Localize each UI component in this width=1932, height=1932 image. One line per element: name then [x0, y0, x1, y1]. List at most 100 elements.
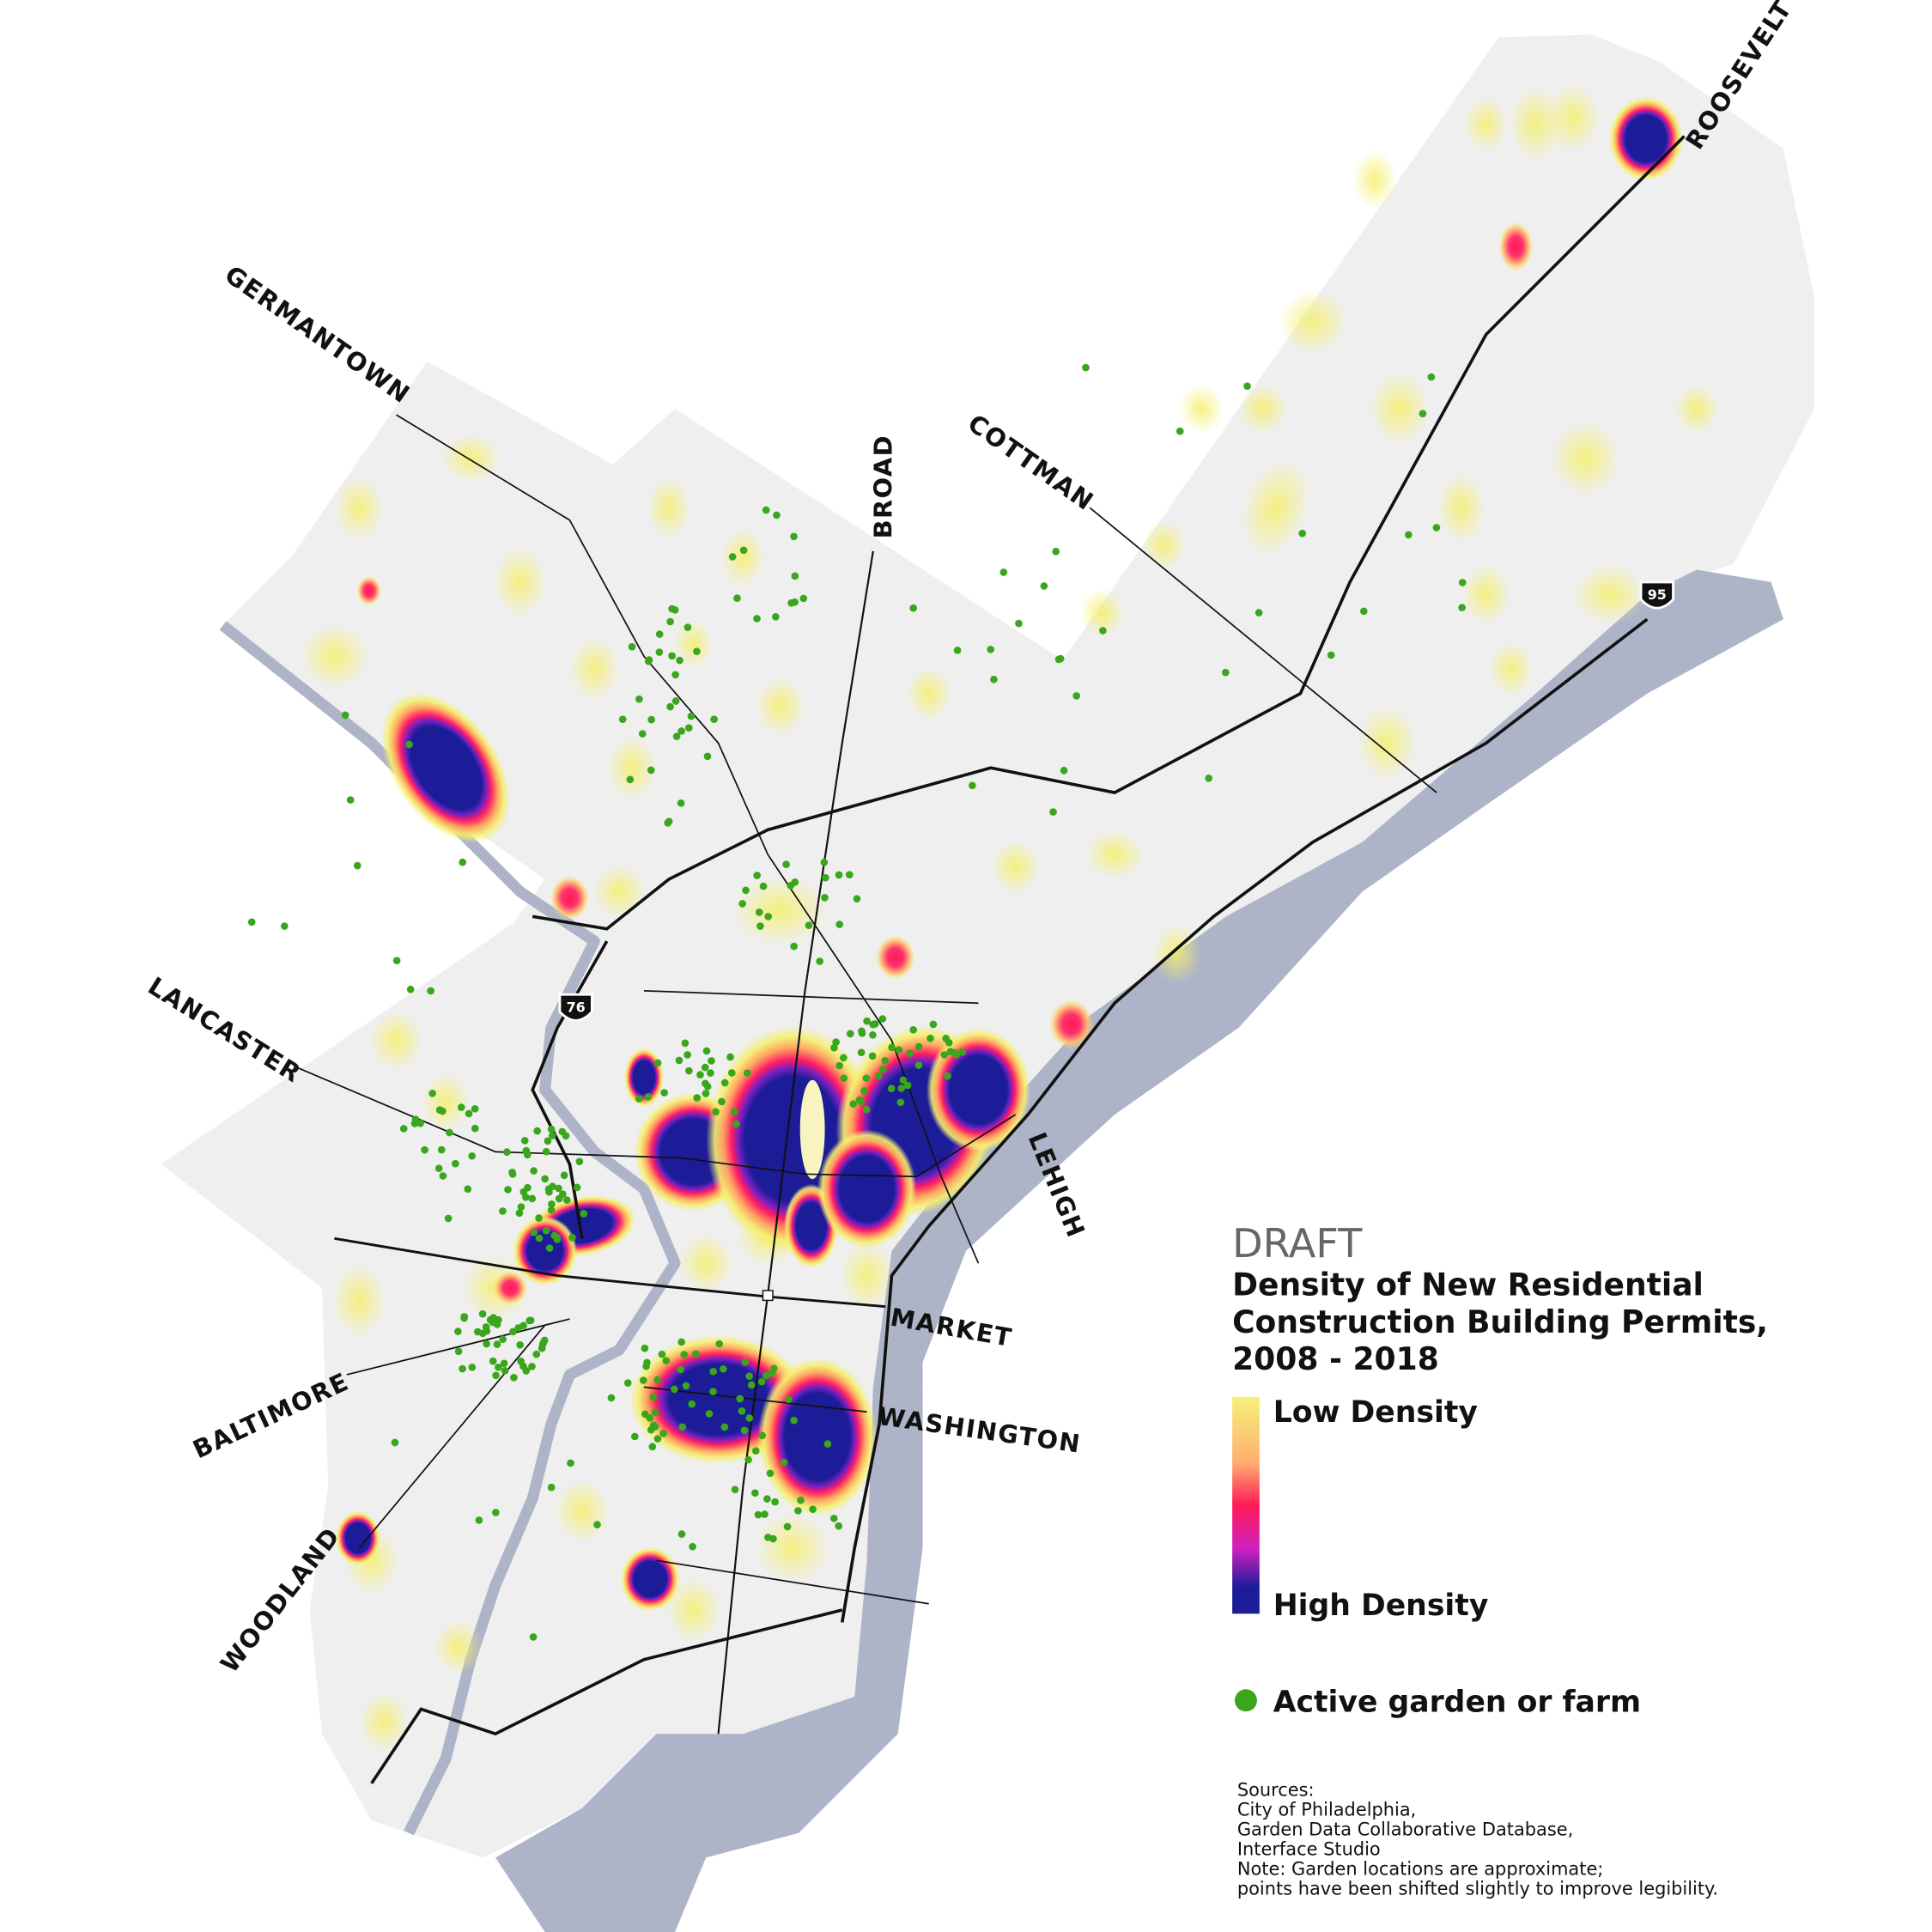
garden-point [428, 1089, 436, 1097]
garden-point [906, 1049, 914, 1058]
garden-point [739, 546, 748, 555]
garden-point [655, 630, 664, 638]
source-line: City of Philadelphia, [1237, 1799, 1416, 1820]
garden-point [542, 1226, 550, 1235]
garden-point [666, 702, 674, 711]
garden-point [635, 1095, 643, 1103]
density-blob [440, 433, 501, 483]
garden-point [247, 918, 256, 927]
garden-point [653, 1376, 662, 1384]
garden-point [738, 1407, 746, 1415]
garden-point [958, 1048, 967, 1056]
road-label: LANCASTER [143, 971, 307, 1089]
garden-point [399, 1125, 408, 1133]
garden-point [668, 652, 676, 660]
garden-point [860, 1087, 868, 1095]
garden-point [675, 1056, 683, 1065]
garden-point [630, 1432, 639, 1441]
garden-point [644, 1092, 653, 1101]
density-blob [335, 1510, 380, 1566]
garden-point [799, 594, 808, 603]
garden-point [681, 1039, 690, 1048]
source-line: Sources: [1237, 1779, 1315, 1800]
garden-point [762, 506, 770, 514]
garden-point [540, 1336, 549, 1345]
garden-point [658, 1350, 666, 1358]
garden-point [641, 1344, 649, 1352]
garden-point [555, 1184, 562, 1193]
road [358, 1324, 546, 1549]
garden-point [1052, 547, 1060, 556]
garden-point [555, 1194, 563, 1203]
garden-point [738, 900, 746, 908]
garden-point [1432, 524, 1441, 532]
garden-point [758, 1431, 767, 1440]
garden-point [705, 1410, 714, 1418]
garden-point [646, 1413, 654, 1422]
garden-point [427, 987, 434, 995]
garden-point [459, 1364, 466, 1373]
garden-point [439, 1107, 447, 1115]
garden-point [757, 1377, 766, 1386]
garden-point [857, 1097, 866, 1106]
garden-point [878, 1015, 887, 1023]
density-blob [513, 1216, 578, 1286]
garden-point [693, 1094, 702, 1102]
highway-shield: 76 [558, 993, 593, 1022]
garden-point [863, 1017, 871, 1025]
garden-point [835, 1522, 843, 1530]
garden-point [520, 1137, 529, 1145]
garden-point [751, 1447, 760, 1455]
garden-point [703, 1083, 712, 1091]
garden-point [942, 1035, 950, 1042]
garden-point [720, 1423, 729, 1431]
density-blob [1437, 472, 1486, 543]
garden-point [523, 1151, 532, 1159]
garden-point [672, 732, 681, 740]
title-line: Construction Building Permits, [1232, 1304, 1768, 1340]
road [334, 1236, 886, 1309]
garden-point [647, 766, 655, 775]
garden-point [676, 656, 683, 665]
road [346, 1318, 570, 1376]
garden-point [639, 1376, 647, 1384]
garden-point [548, 1132, 556, 1139]
garden-point [446, 1128, 453, 1137]
garden-point [823, 1440, 832, 1448]
density-blob [300, 623, 369, 689]
density-blob [1241, 459, 1310, 556]
density-blob [623, 1048, 665, 1108]
garden-point [573, 1183, 581, 1192]
density-blob [433, 1619, 483, 1674]
garden-point [689, 1542, 696, 1551]
garden-point [895, 1046, 903, 1054]
source-line: Garden Data Collaborative Database, [1237, 1820, 1573, 1840]
garden-point [730, 1108, 738, 1115]
garden-point [530, 1167, 538, 1175]
garden-point [547, 1483, 556, 1492]
garden-point [929, 1020, 938, 1029]
garden-point [545, 1244, 554, 1252]
garden-point [653, 1059, 662, 1067]
garden-point [1205, 775, 1213, 782]
road [643, 1386, 867, 1413]
density-blob [1179, 384, 1224, 434]
garden-point [530, 1228, 538, 1236]
garden-point [1255, 609, 1263, 617]
garden-point [829, 1514, 838, 1522]
garden-point [526, 1316, 534, 1325]
density-blob [1141, 519, 1187, 570]
garden-point [881, 1056, 890, 1065]
garden-point [696, 1071, 704, 1078]
density-blob [359, 1692, 409, 1752]
garden-point [483, 1327, 491, 1335]
density-blob [757, 1357, 878, 1516]
garden-point [544, 1137, 552, 1145]
garden-point [659, 1430, 667, 1437]
density-blob [1488, 641, 1534, 696]
density-blob [817, 1129, 917, 1249]
garden-point [821, 873, 829, 882]
garden-point [830, 1043, 838, 1052]
garden-point [1427, 373, 1436, 381]
density-blob [1238, 384, 1288, 434]
